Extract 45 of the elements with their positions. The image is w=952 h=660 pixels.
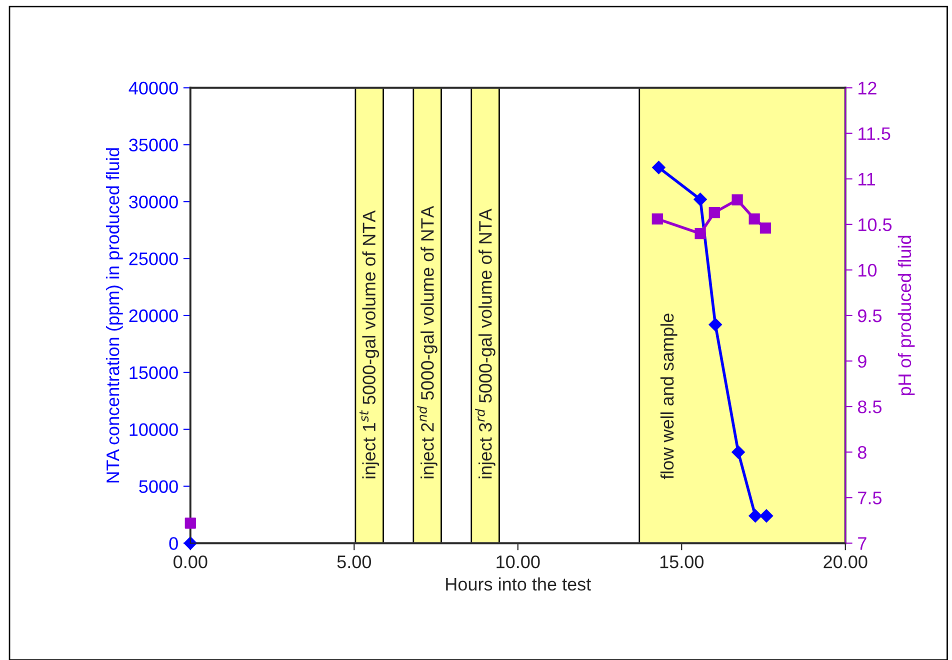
- y-tick-label: 25000: [129, 252, 178, 266]
- point: [760, 509, 774, 522]
- y-tick-label: 20000: [129, 309, 178, 322]
- y2-tick-label: 11: [858, 172, 876, 186]
- point: [652, 160, 666, 174]
- band-label: flow well and sample: [660, 314, 678, 480]
- y-tick-label: 30000: [129, 196, 178, 208]
- y-tick-label: 35000: [129, 138, 178, 152]
- band-label: inject 3$^{rd}$ 5000-gal volume of NTA: [475, 208, 496, 478]
- y-tick-label: 10000: [130, 423, 178, 436]
- point: [708, 207, 720, 218]
- x-tick-label: 10.00: [496, 555, 540, 568]
- y-tick-label: 15000: [130, 366, 178, 380]
- y2-tick-label: 12: [858, 82, 876, 94]
- point: [694, 192, 707, 206]
- point: [694, 228, 706, 240]
- y2-axis-title: pH of produced fluid: [898, 236, 915, 396]
- y2-tick-label: 8: [858, 446, 866, 459]
- point: [748, 213, 760, 224]
- point: [760, 222, 772, 234]
- x-axis-title: Hours into the test: [446, 577, 592, 591]
- y2-tick-label: 9: [858, 354, 866, 368]
- x-tick-label: 20.00: [824, 555, 868, 568]
- x-tick-label: 15.00: [660, 555, 704, 568]
- point: [732, 446, 745, 459]
- band-label: inject 2$^{nd}$ 5000-gal volume of NTA: [417, 206, 438, 478]
- y2-tick-label: 7.5: [858, 492, 882, 504]
- x-tick-label: 5.00: [337, 555, 372, 568]
- point: [732, 194, 743, 206]
- point: [184, 518, 196, 529]
- y2-tick-label: 9.5: [858, 309, 882, 322]
- y2-tick-label: 11.5: [858, 127, 890, 140]
- y2-tick-label: 7: [858, 537, 866, 550]
- point: [708, 318, 722, 332]
- band-label: inject 1$^{st}$ 5000-gal volume of NTA: [360, 210, 380, 478]
- y2-tick-label: 10: [858, 264, 877, 277]
- y-tick-label: 40000: [128, 82, 178, 94]
- y-axis-title: NTA concentration (ppm) in produced fluid: [106, 148, 123, 482]
- point: [652, 213, 663, 224]
- y2-tick-label: 8.5: [858, 400, 882, 414]
- y2-tick-label: 10.5: [858, 218, 892, 232]
- x-tick-label: 0.00: [174, 555, 208, 568]
- y-tick-label: 0: [169, 537, 178, 550]
- y-tick-label: 5000: [139, 480, 178, 493]
- point: [748, 509, 762, 522]
